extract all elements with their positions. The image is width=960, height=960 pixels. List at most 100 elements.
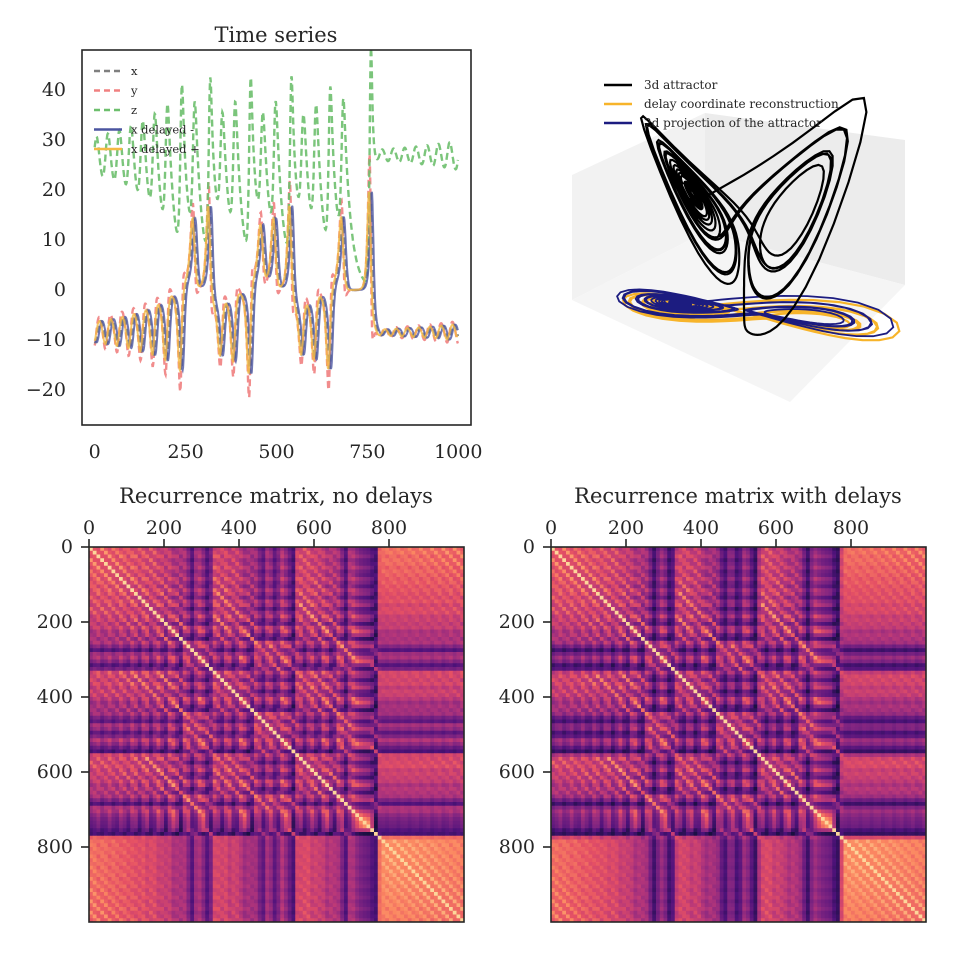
matrix-cell (340, 685, 345, 690)
matrix-cell (287, 580, 292, 585)
matrix-cell (179, 715, 184, 720)
matrix-cell (374, 723, 379, 728)
matrix-cell (126, 633, 131, 638)
matrix-cell (227, 730, 232, 735)
matrix-cell (355, 678, 360, 683)
matrix-cell (171, 558, 176, 563)
matrix-cell (449, 682, 454, 687)
matrix-cell (426, 562, 431, 567)
matrix-cell (272, 637, 277, 642)
matrix-cell (145, 652, 150, 657)
matrix-cell (246, 614, 251, 619)
matrix-cell (355, 648, 360, 653)
matrix-cell (119, 633, 124, 638)
matrix-cell (419, 659, 424, 664)
matrix-cell (235, 592, 240, 597)
matrix-cell (190, 719, 195, 724)
matrix-cell (332, 670, 337, 675)
matrix-cell (209, 610, 214, 615)
matrix-cell (89, 648, 94, 653)
matrix-cell (171, 637, 176, 642)
matrix-cell (92, 682, 97, 687)
matrix-cell (381, 704, 386, 709)
matrix-cell (321, 607, 326, 612)
matrix-cell (426, 573, 431, 578)
matrix-cell (445, 708, 450, 713)
matrix-cell (381, 588, 386, 593)
matrix-cell (175, 655, 180, 660)
matrix-cell (265, 697, 270, 702)
matrix-cell (430, 693, 435, 698)
matrix-cell (385, 588, 390, 593)
matrix-cell (216, 595, 221, 600)
matrix-cell (250, 719, 255, 724)
matrix-cell (310, 554, 315, 559)
matrix-cell (231, 663, 236, 668)
matrix-cell (272, 614, 277, 619)
matrix-cell (257, 682, 262, 687)
matrix-cell (422, 573, 427, 578)
matrix-cell (392, 547, 397, 552)
matrix-cell (250, 663, 255, 668)
matrix-cell (96, 708, 101, 713)
matrix-cell (404, 625, 409, 630)
matrix-cell (227, 670, 232, 675)
matrix-cell (325, 670, 330, 675)
matrix-cell (89, 618, 94, 623)
matrix-cell (359, 595, 364, 600)
matrix-cell (332, 599, 337, 604)
matrix-cell (332, 577, 337, 582)
matrix-cell (441, 682, 446, 687)
matrix-cell (126, 730, 131, 735)
matrix-cell (201, 655, 206, 660)
matrix-cell (434, 678, 439, 683)
matrix-cell (156, 595, 161, 600)
matrix-cell (227, 640, 232, 645)
matrix-cell (269, 693, 274, 698)
matrix-cell (332, 562, 337, 567)
matrix-cell (134, 550, 139, 555)
matrix-cell (269, 588, 274, 593)
matrix-cell (194, 565, 199, 570)
matrix-cell (362, 648, 367, 653)
matrix-cell (366, 547, 371, 552)
matrix-cell (149, 637, 154, 642)
matrix-cell (299, 674, 304, 679)
matrix-cell (430, 682, 435, 687)
matrix-cell (456, 644, 461, 649)
matrix-cell (452, 715, 457, 720)
matrix-cell (269, 663, 274, 668)
matrix-cell (224, 678, 229, 683)
matrix-cell (430, 700, 435, 705)
matrix-cell (299, 727, 304, 732)
matrix-cell (235, 588, 240, 593)
matrix-cell (359, 592, 364, 597)
matrix-cell (385, 670, 390, 675)
matrix-cell (336, 565, 341, 570)
matrix-cell (287, 693, 292, 698)
matrix-cell (220, 637, 225, 642)
matrix-cell (407, 622, 412, 627)
matrix-cell (385, 727, 390, 732)
matrix-cell (370, 708, 375, 713)
matrix-cell (100, 712, 105, 717)
matrix-cell (164, 580, 169, 585)
matrix-cell (407, 682, 412, 687)
matrix-cell (407, 644, 412, 649)
matrix-cell (306, 558, 311, 563)
matrix-cell (212, 577, 217, 582)
matrix-cell (321, 562, 326, 567)
matrix-cell (299, 644, 304, 649)
matrix-cell (434, 659, 439, 664)
matrix-cell (179, 547, 184, 552)
matrix-cell (269, 629, 274, 634)
matrix-cell (194, 719, 199, 724)
matrix-cell (415, 577, 420, 582)
matrix-cell (299, 588, 304, 593)
matrix-cell (231, 577, 236, 582)
matrix-cell (407, 704, 412, 709)
matrix-cell (385, 719, 390, 724)
matrix-cell (104, 640, 109, 645)
matrix-cell (392, 685, 397, 690)
matrix-cell (119, 577, 124, 582)
